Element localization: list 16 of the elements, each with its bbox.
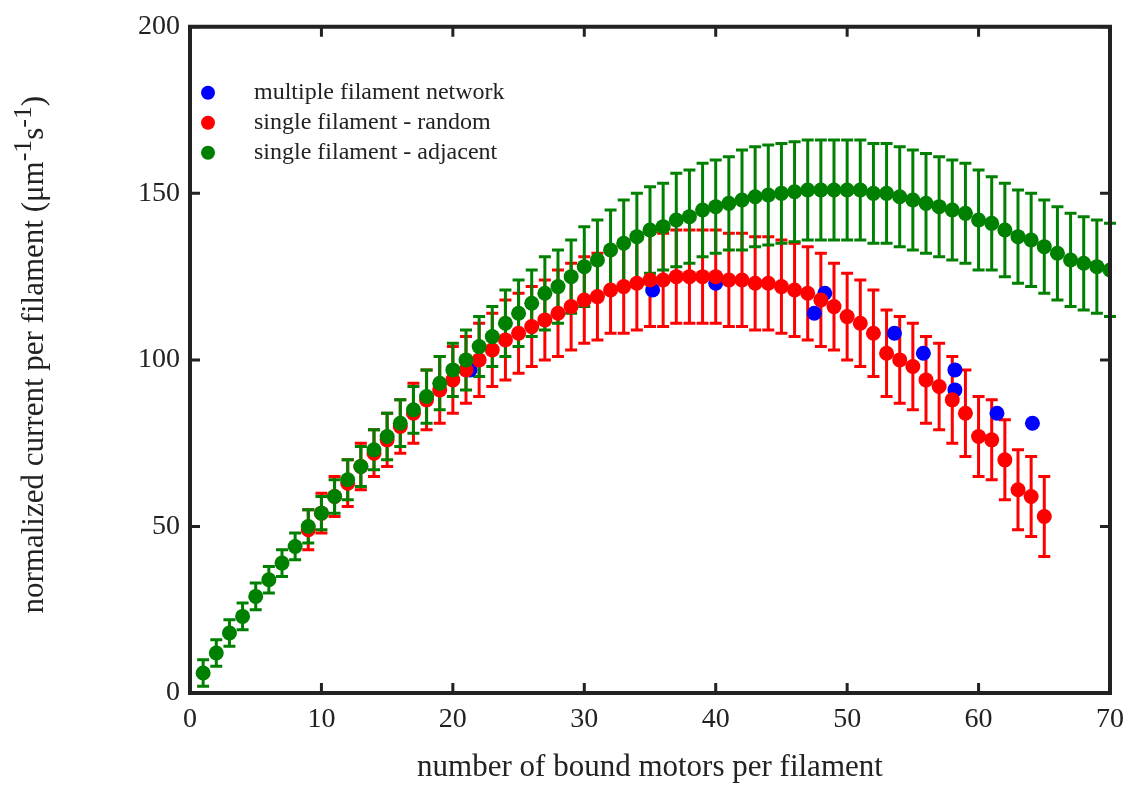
x-axis-title: number of bound motors per filament [416,748,884,784]
legend-label: single filament - adjacent [254,138,498,165]
legend-label: multiple filament network [254,78,505,105]
y-tick-label: 100 [138,342,180,374]
x-tick-label: 10 [307,702,336,734]
y-tick-label: 200 [138,9,180,41]
y-tick-label: 150 [138,175,180,207]
legend-label: single filament - random [254,108,491,135]
y-tick-label: 0 [166,675,180,707]
x-tick-label: 50 [833,702,862,734]
x-tick-label: 70 [1096,702,1124,734]
x-tick-label: 30 [570,702,599,734]
x-tick-label: 40 [701,702,730,734]
x-tick-label: 20 [438,702,467,734]
x-tick-label: 60 [964,702,993,734]
y-tick-label: 50 [152,508,180,540]
